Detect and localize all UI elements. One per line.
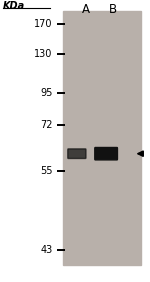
Text: B: B bbox=[109, 3, 117, 16]
Text: 55: 55 bbox=[40, 166, 52, 176]
FancyBboxPatch shape bbox=[68, 149, 86, 158]
Text: A: A bbox=[82, 3, 90, 16]
Text: 43: 43 bbox=[40, 244, 52, 255]
Bar bbox=[63, 11, 141, 265]
Text: 72: 72 bbox=[40, 120, 52, 131]
Text: 130: 130 bbox=[34, 49, 52, 59]
FancyBboxPatch shape bbox=[95, 147, 117, 160]
Text: 170: 170 bbox=[34, 19, 52, 29]
Text: 95: 95 bbox=[40, 88, 52, 98]
Text: KDa: KDa bbox=[3, 1, 25, 11]
